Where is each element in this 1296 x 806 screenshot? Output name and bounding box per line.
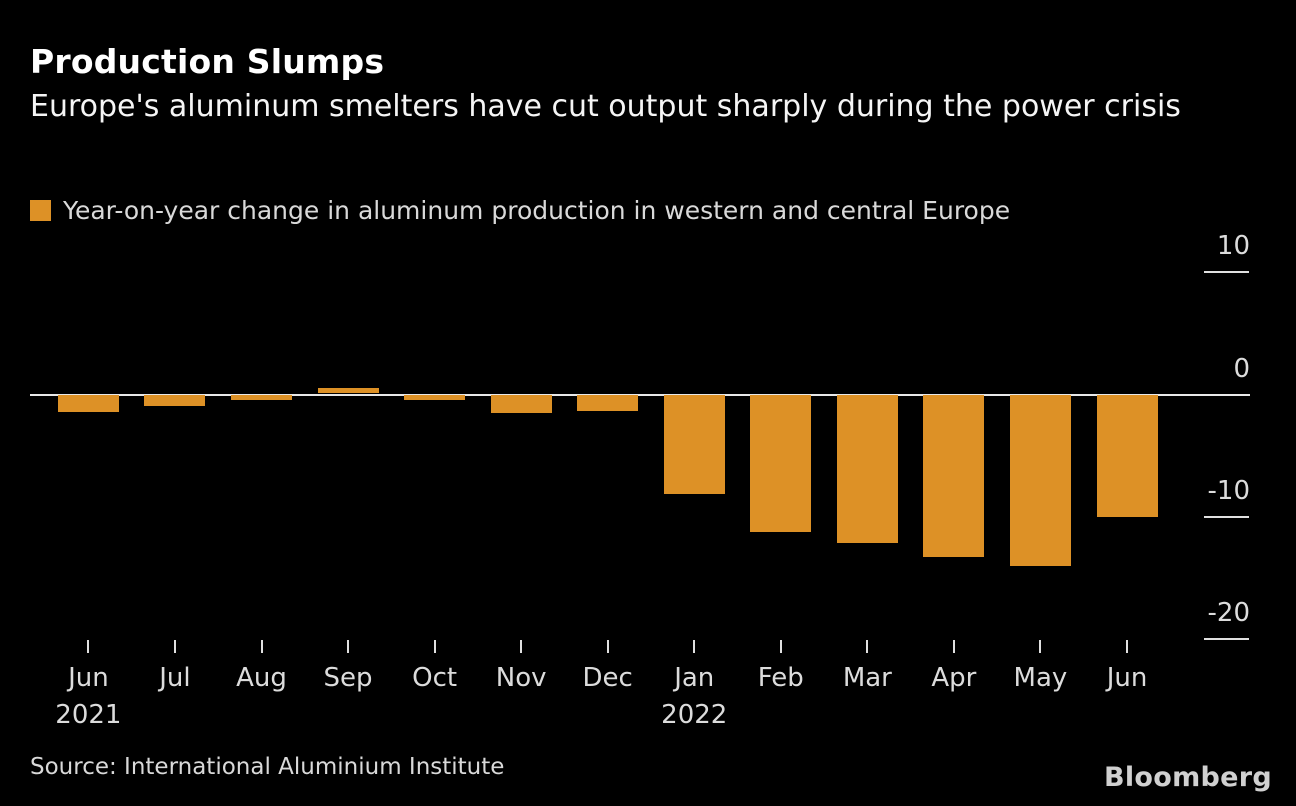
month-label: Sep bbox=[323, 663, 373, 693]
month-label: Jun bbox=[68, 663, 109, 693]
legend-swatch-icon bbox=[30, 200, 51, 221]
month-label: Mar bbox=[842, 663, 892, 693]
bar bbox=[144, 395, 206, 407]
month-label: Jan bbox=[674, 663, 715, 693]
bar bbox=[1096, 395, 1158, 518]
x-axis-tick bbox=[347, 640, 350, 653]
legend-label: Year-on-year change in aluminum producti… bbox=[63, 196, 1011, 225]
y-axis-tick bbox=[1204, 638, 1249, 641]
y-axis-tick bbox=[1204, 515, 1249, 518]
bar bbox=[404, 395, 466, 400]
x-axis-tick bbox=[693, 640, 696, 653]
month-label: May bbox=[1013, 663, 1068, 693]
x-axis-tick bbox=[433, 640, 436, 653]
year-label: 2022 bbox=[661, 700, 728, 730]
bar bbox=[750, 395, 812, 533]
chart-subtitle: Europe's aluminum smelters have cut outp… bbox=[30, 89, 1181, 124]
bar bbox=[663, 395, 725, 495]
bar bbox=[836, 395, 898, 544]
bar bbox=[923, 395, 985, 557]
month-label: Jun bbox=[1106, 663, 1148, 693]
x-axis-tick bbox=[779, 640, 782, 653]
x-axis-tick bbox=[260, 640, 263, 653]
y-axis-label: -20 bbox=[1207, 598, 1250, 629]
month-label: Oct bbox=[412, 663, 458, 693]
month-label: Feb bbox=[757, 663, 804, 693]
y-axis-label: 0 bbox=[1233, 353, 1250, 384]
month-label: Apr bbox=[931, 663, 977, 693]
y-axis-tick bbox=[1204, 271, 1249, 274]
chart-title: Production Slumps bbox=[30, 42, 385, 81]
bar bbox=[317, 388, 379, 393]
month-label: Aug bbox=[236, 663, 287, 693]
x-axis-tick bbox=[952, 640, 955, 653]
bar bbox=[231, 395, 292, 400]
month-label: Nov bbox=[495, 663, 547, 693]
legend: Year-on-year change in aluminum producti… bbox=[30, 196, 1010, 225]
y-axis-label: -10 bbox=[1207, 475, 1250, 506]
x-axis-tick bbox=[173, 640, 176, 653]
x-axis-tick bbox=[1126, 640, 1128, 653]
year-label: 2021 bbox=[55, 700, 122, 730]
x-axis-tick bbox=[606, 640, 609, 653]
bloomberg-logo: Bloomberg bbox=[1103, 762, 1272, 793]
bar bbox=[1009, 395, 1071, 567]
x-axis-tick bbox=[520, 640, 523, 653]
x-axis-tick bbox=[866, 640, 869, 653]
x-axis-tick bbox=[1039, 640, 1042, 653]
month-label: Dec bbox=[582, 663, 633, 693]
bar bbox=[577, 395, 639, 411]
y-axis-label: 10 bbox=[1216, 231, 1250, 262]
bar bbox=[57, 395, 119, 413]
x-axis-tick bbox=[87, 640, 90, 653]
month-label: Jul bbox=[159, 663, 191, 693]
source-credit: Source: International Aluminium Institut… bbox=[30, 754, 505, 780]
bar bbox=[490, 395, 552, 414]
zero-baseline bbox=[30, 393, 1250, 396]
